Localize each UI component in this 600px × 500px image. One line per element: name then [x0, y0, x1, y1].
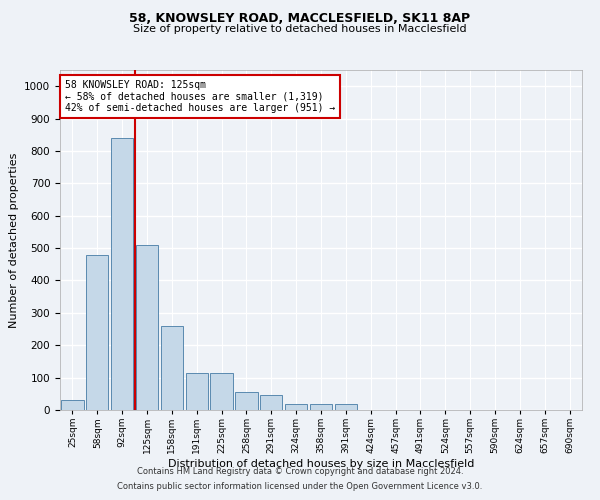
Bar: [61, 400, 83, 410]
Bar: [285, 404, 307, 410]
Bar: [211, 373, 233, 410]
Bar: [185, 373, 208, 410]
Bar: [335, 404, 357, 410]
Bar: [310, 404, 332, 410]
Text: 58 KNOWSLEY ROAD: 125sqm
← 58% of detached houses are smaller (1,319)
42% of sem: 58 KNOWSLEY ROAD: 125sqm ← 58% of detach…: [65, 80, 335, 114]
Bar: [235, 392, 257, 410]
Bar: [260, 396, 283, 410]
Bar: [161, 326, 183, 410]
X-axis label: Distribution of detached houses by size in Macclesfield: Distribution of detached houses by size …: [168, 459, 474, 469]
Text: Contains HM Land Registry data © Crown copyright and database right 2024.: Contains HM Land Registry data © Crown c…: [137, 467, 463, 476]
Y-axis label: Number of detached properties: Number of detached properties: [8, 152, 19, 328]
Text: 58, KNOWSLEY ROAD, MACCLESFIELD, SK11 8AP: 58, KNOWSLEY ROAD, MACCLESFIELD, SK11 8A…: [130, 12, 470, 26]
Text: Contains public sector information licensed under the Open Government Licence v3: Contains public sector information licen…: [118, 482, 482, 491]
Text: Size of property relative to detached houses in Macclesfield: Size of property relative to detached ho…: [133, 24, 467, 34]
Bar: [111, 138, 133, 410]
Bar: [86, 254, 109, 410]
Bar: [136, 245, 158, 410]
